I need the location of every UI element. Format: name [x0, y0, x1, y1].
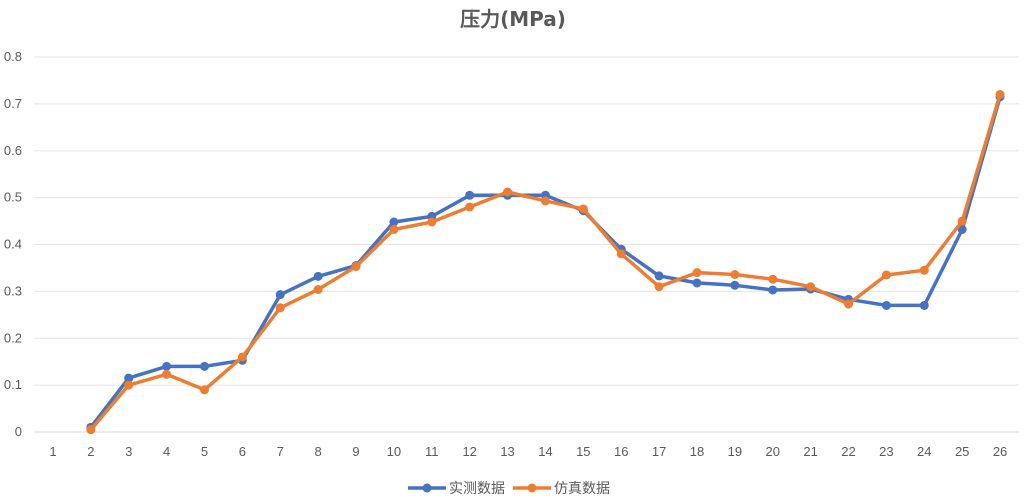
legend-label: 仿真数据 — [554, 481, 610, 497]
x-tick-label: 24 — [917, 444, 931, 459]
data-point — [389, 225, 399, 234]
data-point — [692, 278, 702, 288]
y-tick-label: 0.7 — [4, 96, 22, 111]
data-point — [199, 385, 209, 395]
x-tick-label: 5 — [201, 444, 208, 459]
data-point — [86, 425, 96, 435]
x-tick-label: 18 — [690, 444, 704, 459]
chart-title: 压力(MPa) — [460, 7, 566, 31]
data-point — [995, 90, 1005, 99]
data-point — [199, 361, 209, 371]
data-point — [957, 225, 967, 234]
y-tick-label: 0 — [15, 424, 22, 439]
data-point — [162, 361, 172, 371]
data-point — [237, 352, 247, 362]
x-tick-label: 26 — [993, 444, 1007, 459]
series-layer — [86, 90, 1005, 435]
data-point — [957, 216, 967, 226]
legend-label: 实测数据 — [449, 481, 505, 497]
x-tick-label: 15 — [576, 444, 590, 459]
x-tick-label: 20 — [766, 444, 780, 459]
data-point — [124, 380, 134, 390]
data-point — [540, 196, 550, 206]
legend-item: 实测数据 — [408, 481, 505, 497]
data-point — [124, 373, 134, 383]
data-point — [427, 217, 437, 227]
data-point — [465, 190, 475, 200]
x-tick-label: 13 — [500, 444, 514, 459]
x-tick-label: 14 — [538, 444, 552, 459]
data-point — [654, 271, 664, 281]
x-tick-label: 1 — [49, 444, 56, 459]
data-point — [313, 271, 323, 281]
data-point — [275, 303, 285, 313]
x-tick-label: 12 — [462, 444, 476, 459]
data-point — [389, 217, 399, 227]
data-point — [730, 270, 740, 279]
data-point — [162, 369, 172, 379]
legend-marker — [527, 483, 537, 493]
y-tick-label: 0.8 — [4, 49, 22, 64]
y-tick-label: 0.2 — [4, 330, 22, 345]
series-line — [89, 92, 1002, 432]
x-tick-label: 21 — [803, 444, 817, 459]
data-point — [881, 270, 891, 280]
x-tick-label: 22 — [841, 444, 855, 459]
x-tick-label: 3 — [125, 444, 132, 459]
data-point — [578, 204, 588, 214]
data-point — [881, 300, 891, 310]
y-axis: 0 0.1 0.2 0.3 0.4 0.5 0.6 0.7 0.8 — [4, 49, 22, 439]
data-point — [730, 280, 740, 290]
data-point — [313, 285, 323, 294]
data-point — [806, 282, 816, 292]
data-point — [844, 299, 854, 309]
y-tick-label: 0.5 — [4, 190, 22, 205]
series-2 — [86, 90, 1005, 435]
x-tick-label: 17 — [652, 444, 666, 459]
data-point — [919, 265, 929, 275]
data-point — [654, 282, 664, 292]
y-tick-label: 0.1 — [4, 377, 22, 392]
data-point — [692, 268, 702, 278]
x-axis: 1 2 3 4 5 6 7 8 9 10 11 12 13 14 15 16 17 18 19 20 21 22 23 24 2… — [49, 444, 1007, 459]
x-tick-label: 7 — [277, 444, 284, 459]
gridlines — [34, 56, 1019, 433]
data-point — [919, 300, 929, 310]
y-tick-label: 0.4 — [4, 237, 22, 252]
legend-item: 仿真数据 — [513, 481, 610, 497]
x-tick-label: 9 — [352, 444, 359, 459]
data-point — [351, 262, 361, 272]
x-tick-label: 19 — [728, 444, 742, 459]
series-line — [89, 95, 1002, 430]
x-tick-label: 16 — [614, 444, 628, 459]
x-tick-label: 4 — [163, 444, 170, 459]
data-point — [768, 274, 778, 284]
y-tick-label: 0.3 — [4, 283, 22, 298]
series-1 — [86, 92, 1005, 432]
data-point — [275, 290, 285, 300]
legend: 实测数据 仿真数据 — [408, 481, 610, 497]
x-tick-label: 8 — [315, 444, 322, 459]
x-tick-label: 23 — [879, 444, 893, 459]
x-tick-label: 2 — [87, 444, 94, 459]
x-tick-label: 10 — [387, 444, 401, 459]
data-point — [503, 187, 513, 197]
x-tick-label: 25 — [955, 444, 969, 459]
y-tick-label: 0.6 — [4, 143, 22, 158]
x-tick-label: 6 — [239, 444, 246, 459]
data-point — [465, 202, 475, 212]
x-tick-label: 11 — [425, 444, 439, 459]
data-point — [768, 285, 778, 295]
data-point — [616, 249, 626, 259]
legend-marker — [422, 483, 432, 493]
